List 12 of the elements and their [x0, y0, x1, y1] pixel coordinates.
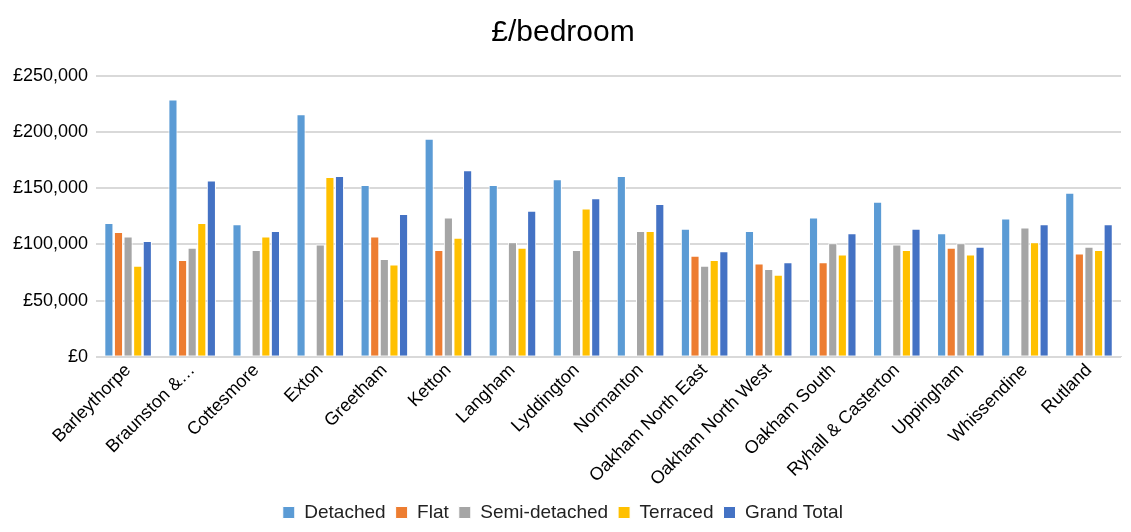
legend-label: Flat [417, 500, 450, 522]
legend-label: Grand Total [745, 500, 843, 522]
y-tick-label: £250,000 [13, 64, 89, 85]
legend-label: Semi-detached [480, 500, 609, 522]
legend-label: Detached [304, 500, 386, 522]
y-tick-label: £100,000 [13, 233, 89, 254]
y-tick-label: £200,000 [13, 121, 89, 142]
legend-label: Terraced [639, 500, 714, 522]
y-tick-label: £0 [68, 345, 89, 366]
chart-title: £/bedroom [491, 14, 635, 48]
y-tick-label: £150,000 [13, 177, 89, 198]
y-tick-label: £50,000 [23, 289, 89, 310]
